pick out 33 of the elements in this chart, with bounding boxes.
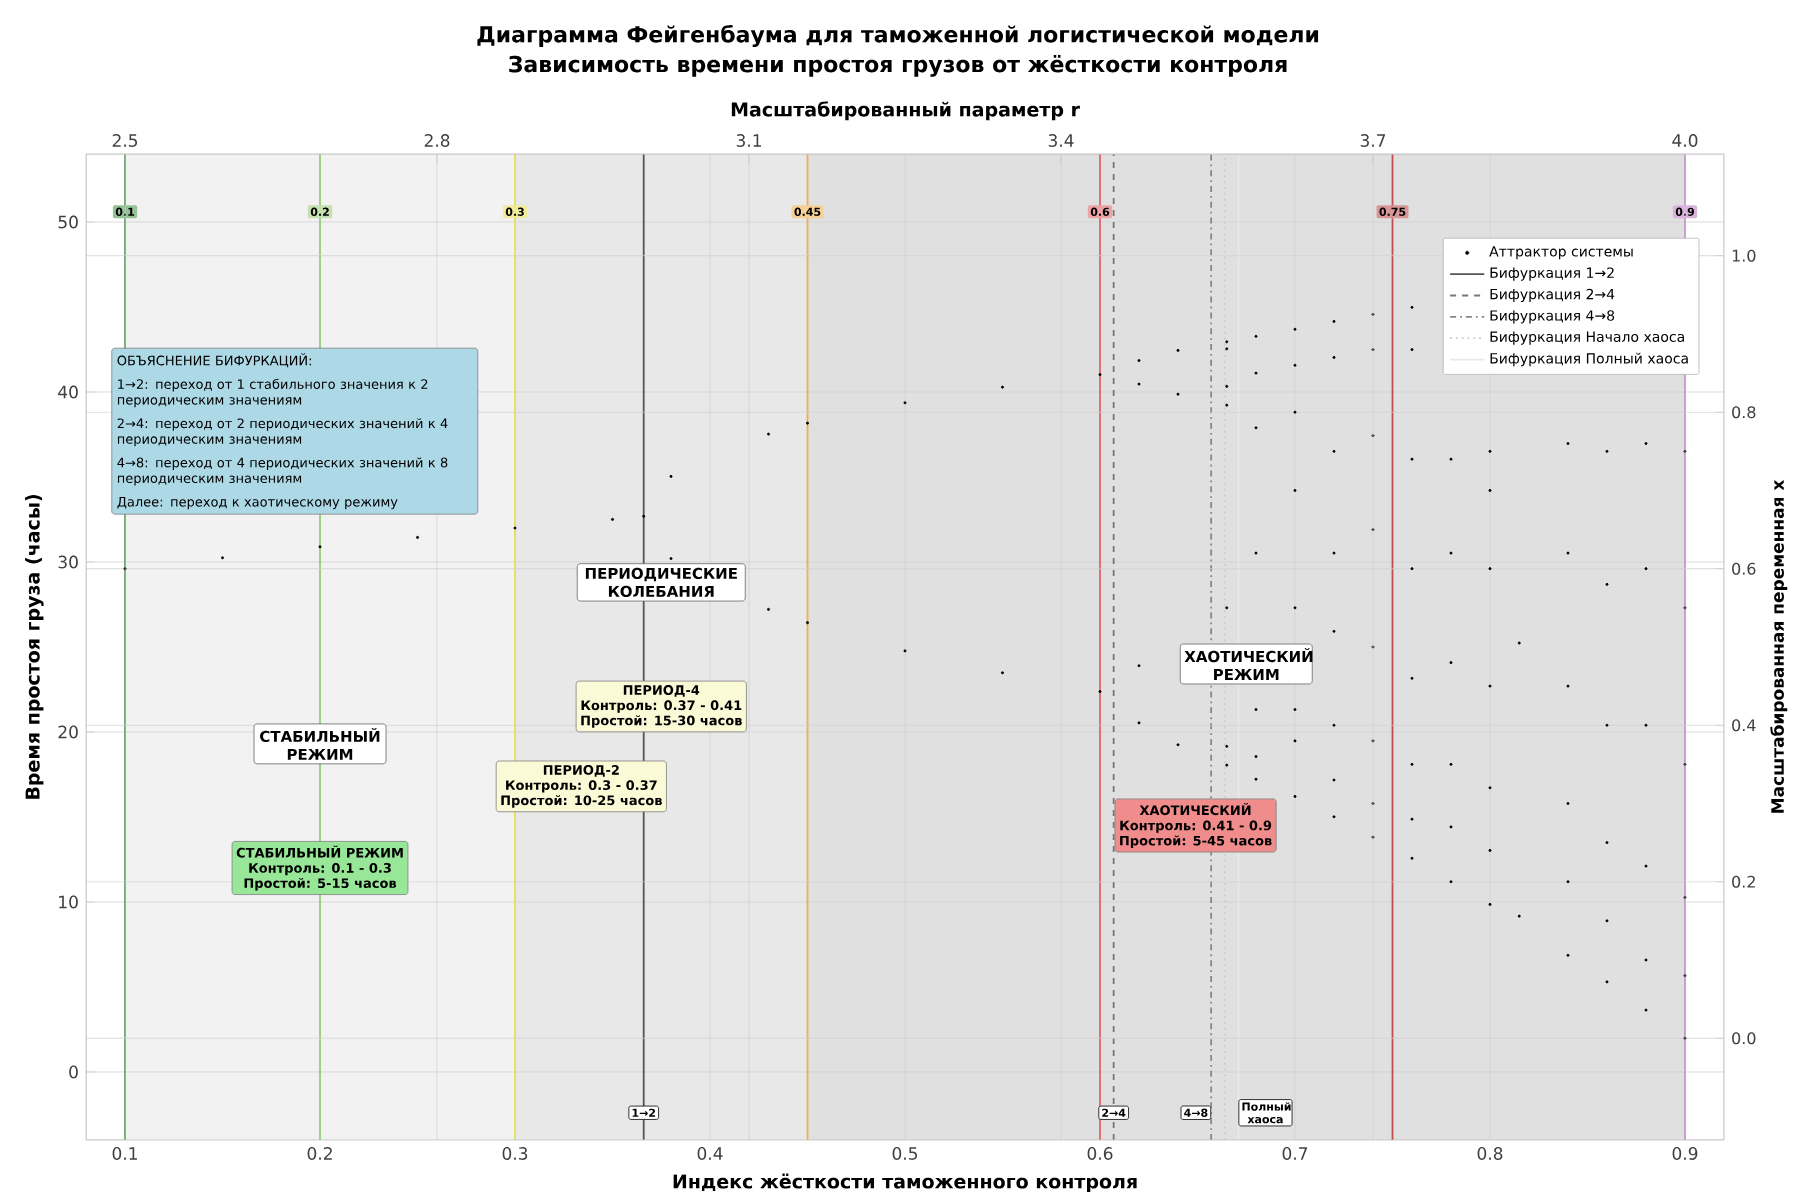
x-tick-label: 0.2 [307,1147,332,1160]
x-tick-label: 0.7 [1282,1147,1308,1160]
x-tick-label: 0.1 [112,1147,137,1160]
y2-tick-label: 0.6 [1732,562,1756,575]
x-tick-label: 0.8 [1477,1147,1503,1160]
x2-tick-label: 3.4 [1048,134,1074,147]
y2-tick-label: 0.4 [1732,719,1756,732]
y-tick-label: 10 [59,895,78,909]
x2-tick-label: 3.1 [736,134,761,147]
chart-subtitle: Зависимость времени простоя грузов от жёсткости контроля [509,55,1287,77]
y-axis-title: Время простоя груза (часы) [25,494,44,799]
x2-tick-label: 2.8 [424,134,450,147]
x-axis-title: Индекс жёсткости таможенного контроля [673,1173,1137,1192]
y-tick-label: 30 [58,555,78,569]
x2-tick-label: 4.0 [1672,134,1698,147]
y2-tick-label: 1.0 [1732,249,1756,262]
x-tick-label: 0.4 [697,1147,723,1160]
y-tick-label: 40 [58,385,78,399]
x-tick-label: 0.9 [1672,1147,1698,1160]
x2-axis-title: Масштабированный параметр r [731,101,1080,121]
x-tick-label: 0.5 [892,1147,918,1160]
y2-axis-title: Масштабированная переменная x [1770,479,1788,813]
y-tick-label: 20 [58,725,78,739]
chart-title: Диаграмма Фейгенбаума для таможенной логистической модели [477,24,1319,48]
x2-tick-label: 2.5 [112,134,138,147]
y2-tick-label: 0.0 [1732,1032,1756,1045]
y2-tick-label: 0.2 [1732,875,1755,888]
y-tick-label: 50 [58,215,78,229]
x-tick-label: 0.6 [1087,1147,1113,1160]
y-tick-label: 0 [69,1065,78,1079]
x2-tick-label: 3.7 [1360,134,1386,147]
y2-tick-label: 0.8 [1732,406,1756,419]
x-tick-label: 0.3 [502,1147,528,1160]
